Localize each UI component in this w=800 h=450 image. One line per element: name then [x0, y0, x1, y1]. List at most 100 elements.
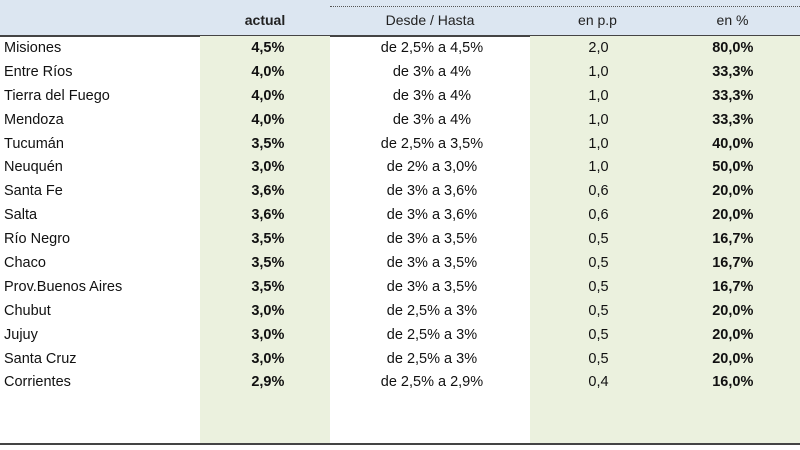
table-row: Corrientes 2,9% de 2,5% a 2,9% 0,4 16,0% [0, 370, 800, 394]
cell-change-pct: 16,7% [712, 254, 754, 271]
data-table: Misiones 4,5% de 2,5% a 4,5% 2,0 80,0% Entre … [0, 36, 800, 394]
cell-change-pp: 0,4 [588, 374, 609, 391]
cell-change-pp: 0,5 [588, 278, 609, 295]
cell-range: de 3% a 3,5% [386, 278, 478, 295]
cell-change-pct: 33,3% [712, 111, 754, 128]
cell-range: de 3% a 3,6% [386, 207, 478, 224]
cell-actual: 3,5% [251, 231, 285, 248]
header-en-pp: en p.p [578, 12, 617, 28]
cell-province: Río Negro [4, 231, 71, 248]
cell-province: Neuquén [4, 159, 63, 176]
header-name [0, 12, 200, 34]
cell-range: de 2,5% a 4,5% [380, 39, 484, 56]
cell-province: Tierra del Fuego [4, 87, 110, 104]
cell-range: de 2,5% a 2,9% [380, 374, 484, 391]
cell-range: de 2% a 3,0% [386, 159, 478, 176]
table-row: Mendoza 4,0% de 3% a 4% 1,0 33,3% [0, 108, 800, 132]
cell-change-pp: 0,5 [588, 254, 609, 271]
cell-change-pct: 33,3% [712, 63, 754, 80]
cell-change-pct: 16,0% [712, 374, 754, 391]
cell-actual: 3,5% [251, 254, 285, 271]
cell-province: Tucumán [4, 135, 64, 152]
cell-change-pct: 40,0% [712, 135, 754, 152]
cell-change-pct: 20,0% [712, 207, 754, 224]
cell-change-pct: 20,0% [712, 326, 754, 343]
header-rule [0, 35, 800, 37]
header-group-divider [330, 6, 800, 7]
cell-change-pp: 1,0 [588, 135, 609, 152]
cell-actual: 3,0% [251, 302, 285, 319]
cell-range: de 2,5% a 3% [386, 302, 478, 319]
cell-change-pct: 20,0% [712, 302, 754, 319]
cell-province: Chubut [4, 302, 51, 319]
cell-actual: 4,0% [251, 111, 285, 128]
cell-province: Santa Fe [4, 183, 63, 200]
cell-actual: 3,5% [251, 135, 285, 152]
cell-range: de 3% a 4% [392, 111, 472, 128]
cell-change-pp: 1,0 [588, 111, 609, 128]
cell-range: de 3% a 3,5% [386, 231, 478, 248]
table-row: Entre Ríos 4,0% de 3% a 4% 1,0 33,3% [0, 60, 800, 84]
table-row: Chubut 3,0% de 2,5% a 3% 0,5 20,0% [0, 299, 800, 323]
table-row: Prov.Buenos Aires 3,5% de 3% a 3,5% 0,5 16,7… [0, 275, 800, 299]
header-desde-hasta: Desde / Hasta [385, 12, 475, 28]
cell-range: de 3% a 3,6% [386, 183, 478, 200]
cell-change-pp: 0,5 [588, 326, 609, 343]
cell-change-pct: 20,0% [712, 183, 754, 200]
cell-range: de 2,5% a 3,5% [380, 135, 484, 152]
cell-change-pct: 20,0% [712, 350, 754, 367]
cell-change-pp: 0,6 [588, 207, 609, 224]
cell-change-pp: 1,0 [588, 63, 609, 80]
header-actual: actual [244, 12, 286, 28]
cell-range: de 3% a 4% [392, 63, 472, 80]
table-row: Neuquén 3,0% de 2% a 3,0% 1,0 50,0% [0, 155, 800, 179]
change-columns-highlight [530, 36, 800, 443]
cell-province: Entre Ríos [4, 63, 73, 80]
table-row: Jujuy 3,0% de 2,5% a 3% 0,5 20,0% [0, 323, 800, 347]
table-row: Santa Fe 3,6% de 3% a 3,6% 0,6 20,0% [0, 179, 800, 203]
cell-actual: 4,0% [251, 63, 285, 80]
cell-province: Jujuy [4, 326, 38, 343]
cell-range: de 3% a 4% [392, 87, 472, 104]
table-row: Tierra del Fuego 4,0% de 3% a 4% 1,0 33,3% [0, 84, 800, 108]
cell-province: Prov.Buenos Aires [4, 278, 123, 295]
table-header-band [0, 0, 800, 35]
table-row: Misiones 4,5% de 2,5% a 4,5% 2,0 80,0% [0, 36, 800, 60]
header-en-pct: en % [716, 12, 749, 28]
cell-change-pp: 2,0 [588, 39, 609, 56]
cell-province: Misiones [4, 39, 62, 56]
cell-actual: 4,5% [251, 39, 285, 56]
cell-province: Salta [4, 207, 38, 224]
cell-province: Mendoza [4, 111, 64, 128]
cell-range: de 3% a 3,5% [386, 254, 478, 271]
cell-actual: 3,0% [251, 159, 285, 176]
cell-actual: 3,6% [251, 207, 285, 224]
cell-change-pct: 33,3% [712, 87, 754, 104]
cell-actual: 2,9% [251, 374, 285, 391]
cell-actual: 3,5% [251, 278, 285, 295]
bottom-rule [0, 443, 800, 445]
cell-actual: 3,6% [251, 183, 285, 200]
cell-change-pct: 16,7% [712, 278, 754, 295]
table-row: Santa Cruz 3,0% de 2,5% a 3% 0,5 20,0% [0, 347, 800, 371]
table-row: Río Negro 3,5% de 3% a 3,5% 0,5 16,7% [0, 227, 800, 251]
table-row: Tucumán 3,5% de 2,5% a 3,5% 1,0 40,0% [0, 132, 800, 156]
cell-change-pp: 1,0 [588, 87, 609, 104]
cell-change-pp: 0,5 [588, 302, 609, 319]
cell-range: de 2,5% a 3% [386, 350, 478, 367]
cell-change-pp: 0,5 [588, 231, 609, 248]
cell-actual: 4,0% [251, 87, 285, 104]
table-row: Chaco 3,5% de 3% a 3,5% 0,5 16,7% [0, 251, 800, 275]
cell-actual: 3,0% [251, 350, 285, 367]
cell-change-pp: 0,5 [588, 350, 609, 367]
cell-range: de 2,5% a 3% [386, 326, 478, 343]
cell-province: Chaco [4, 254, 46, 271]
cell-province: Santa Cruz [4, 350, 77, 367]
cell-change-pct: 16,7% [712, 231, 754, 248]
table-row: Salta 3,6% de 3% a 3,6% 0,6 20,0% [0, 203, 800, 227]
table-header-row: actual Desde / Hasta en p.p en % [0, 12, 800, 34]
cell-province: Corrientes [4, 374, 71, 391]
cell-change-pp: 0,6 [588, 183, 609, 200]
actual-column-highlight [200, 36, 330, 443]
cell-change-pp: 1,0 [588, 159, 609, 176]
